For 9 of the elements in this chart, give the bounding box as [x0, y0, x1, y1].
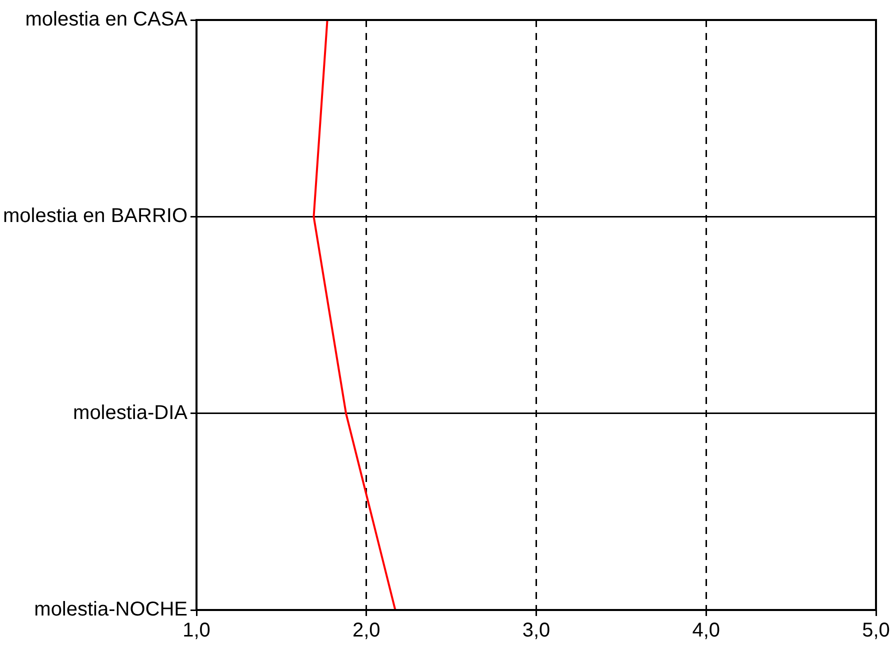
y-tick-label: molestia-NOCHE [34, 598, 188, 621]
x-tick-label: 4,0 [692, 620, 720, 642]
x-tick-label: 1,0 [182, 620, 210, 642]
x-tick-label: 5,0 [862, 620, 890, 642]
x-tick-label: 3,0 [522, 620, 550, 642]
y-tick-label: molestia en CASA [25, 8, 188, 31]
x-tick-label: 2,0 [352, 620, 380, 642]
y-tick-label: molestia-DIA [73, 402, 188, 424]
y-tick-label: molestia en BARRIO [2, 205, 188, 228]
